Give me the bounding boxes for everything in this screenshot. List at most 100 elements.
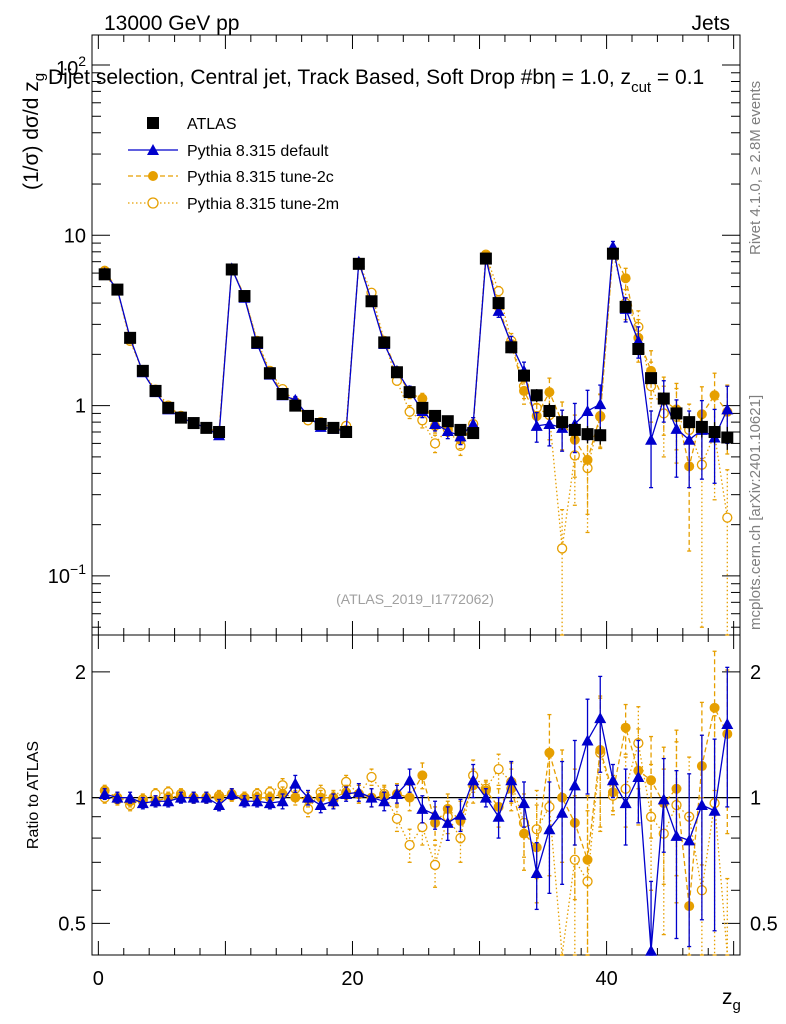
pythia-8-315-tune-2c-point xyxy=(417,393,428,404)
atlas-point xyxy=(98,268,111,281)
atlas-point xyxy=(645,372,658,385)
mcplots-label: mcplots.cern.ch [arXiv:2401.10621] xyxy=(747,395,764,630)
pythia-8-315-default-point xyxy=(378,795,391,807)
pythia-8-315-default-point xyxy=(708,804,721,816)
atlas-point xyxy=(124,331,137,344)
atlas-point xyxy=(111,283,124,296)
pythia-8-315-default-point xyxy=(581,734,594,746)
atlas-point xyxy=(518,369,530,382)
ratio-y-tick-label: 0.5 xyxy=(58,913,86,935)
pythia-8-315-default-point xyxy=(695,799,708,811)
pythia-8-315-default-point xyxy=(467,774,480,786)
atlas-point xyxy=(187,417,200,430)
pythia-8-315-default-point xyxy=(492,304,505,316)
atlas-point xyxy=(619,300,632,313)
analysis-id-label: (ATLAS_2019_I1772062) xyxy=(336,591,494,607)
pythia-8-315-default-point xyxy=(289,777,302,789)
atlas-point xyxy=(162,401,175,414)
pythia-8-315-default-point xyxy=(302,791,314,803)
pythia-8-315-default-point xyxy=(429,808,442,820)
atlas-point xyxy=(327,421,340,434)
atlas-point xyxy=(530,389,543,402)
header-left-label: 13000 GeV pp xyxy=(104,12,239,35)
pythia-8-315-tune-2c-point xyxy=(620,722,631,733)
atlas-point xyxy=(543,404,556,417)
ratio-data-marks xyxy=(98,650,734,956)
atlas-point xyxy=(390,366,403,379)
pythia-8-315-default-point xyxy=(174,791,187,803)
pythia-8-315-default-line xyxy=(104,716,728,951)
pythia-8-315-tune-2m-point xyxy=(417,821,428,833)
pythia-8-315-default-point xyxy=(441,816,454,828)
atlas-point xyxy=(340,426,353,439)
pythia-8-315-default-point xyxy=(454,808,467,820)
pythia-8-315-tune-2m-point xyxy=(404,406,415,417)
pythia-8-315-default-point xyxy=(543,823,556,835)
y-tick-label: 10 xyxy=(64,225,86,247)
legend-tune2m-marker xyxy=(147,197,159,209)
pythia-8-315-default-point xyxy=(416,802,429,814)
pythia-8-315-default-point xyxy=(619,797,632,809)
title-main: Dijet selection, Central jet, Track Base… xyxy=(48,66,544,89)
x-tick-label: 0 xyxy=(93,968,104,990)
pythia-8-315-default-point xyxy=(492,810,505,822)
pythia-8-315-default-point xyxy=(543,417,556,429)
pythia-8-315-default-point xyxy=(251,795,264,807)
pythia-8-315-default-point xyxy=(352,786,365,798)
pythia-8-315-default-point xyxy=(594,712,607,724)
pythia-8-315-tune-2c-point xyxy=(709,390,720,401)
pythia-8-315-default-point xyxy=(606,774,619,786)
pythia-8-315-default-point xyxy=(518,797,530,809)
atlas-point xyxy=(695,420,708,433)
atlas-point xyxy=(289,399,302,412)
pythia-8-315-default-point xyxy=(98,788,111,800)
pythia-8-315-default-point xyxy=(187,791,200,803)
pythia-8-315-default-point xyxy=(505,774,518,786)
pythia-8-315-tune-2c-point xyxy=(582,454,593,465)
pythia-8-315-default-point xyxy=(340,788,353,800)
atlas-point xyxy=(492,297,505,310)
pythia-8-315-default-point xyxy=(365,791,378,803)
title-end: = 0.1 xyxy=(651,66,704,89)
pythia-8-315-default-point xyxy=(327,795,340,807)
pythia-8-315-default-point xyxy=(632,771,645,783)
pythia-8-315-tune-2c-point xyxy=(544,747,555,758)
atlas-point xyxy=(454,423,467,436)
ratio-panel-frame xyxy=(91,634,741,956)
pythia-8-315-default-point xyxy=(467,417,480,429)
pythia-8-315-default-point xyxy=(149,795,162,807)
pythia-8-315-tune-2m-point xyxy=(404,839,415,851)
pythia-8-315-default-point xyxy=(441,424,454,436)
pythia-8-315-default-point xyxy=(556,806,569,818)
legend-tune2c-marker xyxy=(148,171,158,181)
pythia-8-315-default-point xyxy=(390,788,403,800)
atlas-point xyxy=(632,343,645,356)
pythia-8-315-tune-2c-point xyxy=(214,792,225,803)
ratio-y-tick-label-right: 1 xyxy=(750,788,761,810)
pythia-8-315-default-point xyxy=(683,834,696,846)
rivet-version-label: Rivet 4.1.0, ≥ 2.8M events xyxy=(747,81,764,255)
legend-atlas-label: ATLAS xyxy=(187,116,237,133)
pythia-8-315-default-point xyxy=(479,791,492,803)
atlas-point xyxy=(556,416,569,429)
pythia-8-315-default-point xyxy=(263,797,276,809)
legend: ATLAS Pythia 8.315 default Pythia 8.315 … xyxy=(128,116,339,213)
atlas-point xyxy=(708,426,721,439)
pythia-8-315-tune-2m-point xyxy=(366,771,377,783)
x-axis-title: zg xyxy=(722,986,741,1014)
atlas-point xyxy=(149,384,162,397)
pythia-8-315-tune-2m-point xyxy=(722,512,733,523)
ratio-y-tick-label: 2 xyxy=(75,662,86,684)
atlas-point xyxy=(721,431,734,444)
atlas-point xyxy=(657,392,670,405)
x-tick-label: 20 xyxy=(341,968,363,990)
pythia-8-315-tune-2m-point xyxy=(391,813,403,824)
pythia-8-315-default-point xyxy=(530,866,543,878)
pythia-8-315-default-point xyxy=(657,793,670,805)
atlas-point xyxy=(505,341,518,354)
pythia-8-315-default-point xyxy=(670,422,683,434)
pythia-8-315-default-point xyxy=(111,791,124,803)
pythia-8-315-default-point xyxy=(581,404,594,416)
atlas-point xyxy=(378,336,391,349)
